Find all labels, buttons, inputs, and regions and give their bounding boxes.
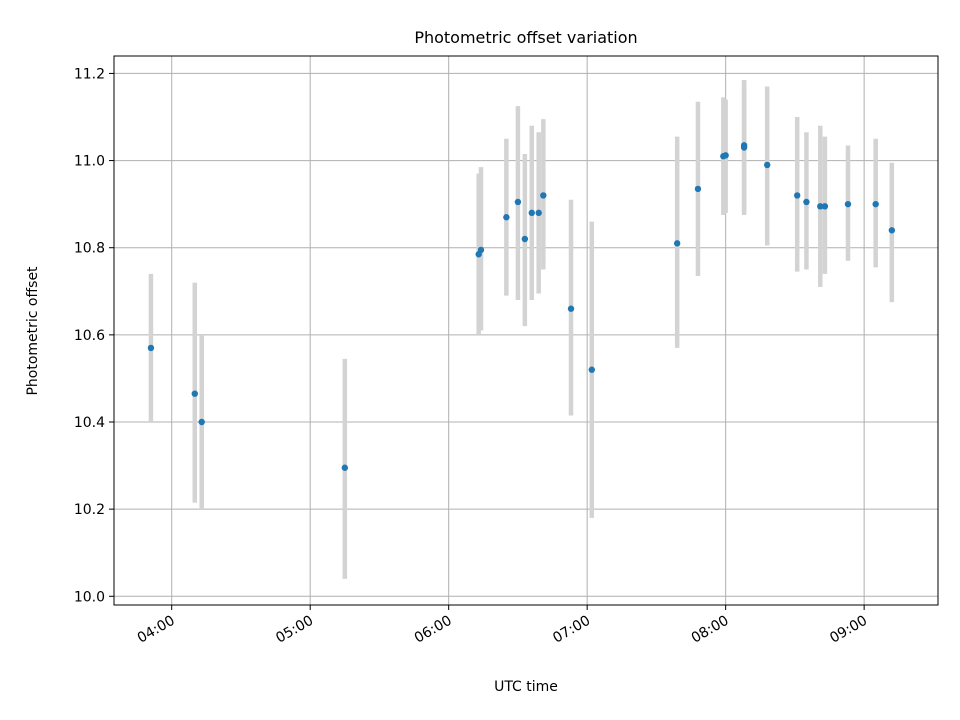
data-point [528,209,535,217]
y-tick-label: 10.2 [74,502,105,518]
data-point [567,305,575,312]
y-axis-ticks: 10.0 10.2 10.4 10.6 10.8 11.0 11.2 [74,66,114,605]
data-point [803,198,810,206]
data-point [740,144,748,151]
data-point [588,366,595,373]
y-tick-label: 10.8 [74,241,105,257]
chart-title: Photometric offset variation [414,28,637,47]
grid [114,56,938,605]
data-point [521,235,529,243]
data-point [888,227,896,234]
data-point [477,246,485,254]
data-point [503,214,510,221]
data-point [147,344,155,352]
data-point [763,161,771,169]
data-point [535,209,542,217]
data-point [341,464,349,471]
data-point [198,418,205,426]
y-tick-label: 11.0 [74,154,105,170]
y-tick-label: 10.6 [74,328,105,344]
data-point [694,185,702,193]
x-axis-label: UTC time [494,679,558,695]
data-points [147,142,896,471]
y-tick-label: 10.4 [74,415,105,431]
data-point [191,390,198,397]
data-point [821,203,829,210]
data-point [673,240,681,247]
data-point [514,198,522,206]
y-axis-label: Photometric offset [25,266,41,396]
data-point [722,152,729,159]
data-point [872,200,879,208]
data-point [817,203,824,210]
data-point [794,192,801,199]
y-tick-label: 11.2 [74,66,105,82]
data-point [844,200,852,208]
data-point [540,192,547,199]
y-tick-label: 10.0 [74,589,105,605]
plot-frame [113,55,939,606]
